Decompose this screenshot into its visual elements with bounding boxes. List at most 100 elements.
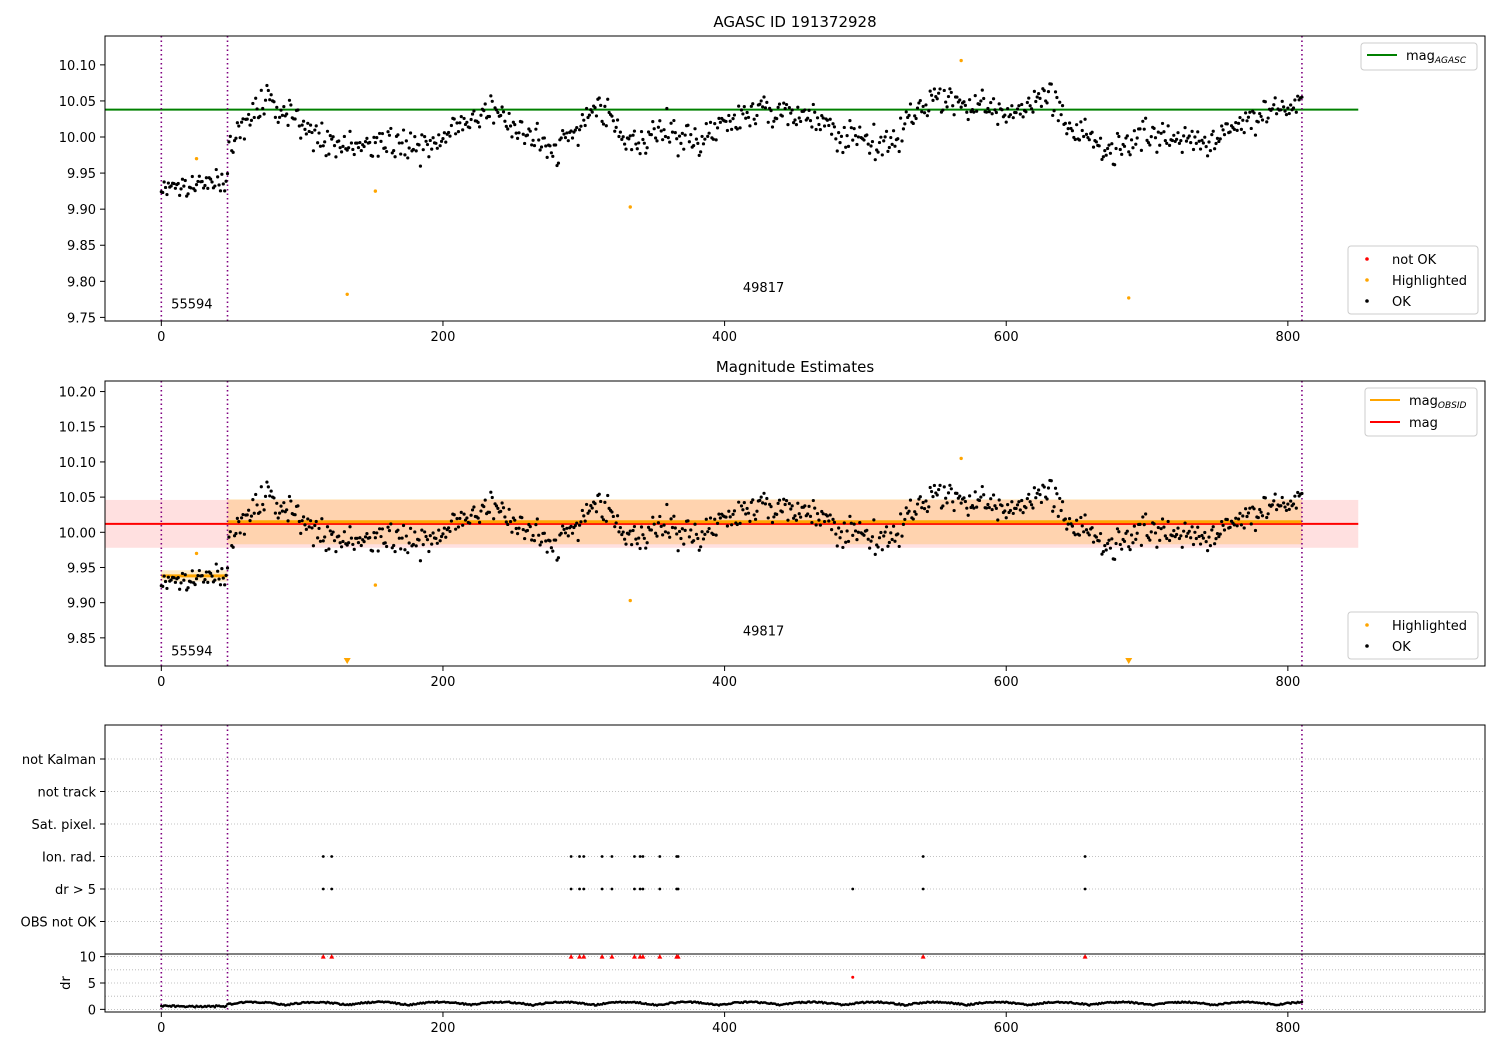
- p2-ok-point-168: [396, 528, 400, 532]
- p1-ok-point-354: [658, 119, 662, 123]
- p2-ok-point-361: [668, 535, 672, 539]
- p1-ok-point-672: [1106, 146, 1110, 151]
- p2-ok-point-193: [431, 531, 435, 535]
- p2-ok-point-627: [1042, 485, 1046, 489]
- p2-ok-point-741: [1203, 530, 1207, 535]
- p2-ok-point-292: [570, 531, 575, 535]
- p1-ok-point-749: [1214, 141, 1218, 146]
- p1-ok-point-95: [293, 117, 297, 121]
- p2-ok-point-355: [659, 524, 663, 529]
- p1-ok-point-499: [862, 138, 866, 142]
- p1-ok-point-478: [832, 125, 837, 129]
- p2-ok-point-621: [1034, 496, 1038, 500]
- p1-ok-point-757: [1225, 122, 1229, 126]
- p2-ok-point-635: [1053, 486, 1058, 490]
- p2-ok-point-127: [338, 541, 342, 545]
- p1-ok-point-291: [569, 129, 573, 133]
- p1-ok-point-664: [1094, 140, 1098, 144]
- p1-ok-point-397: [718, 120, 722, 124]
- p1-ok-point-618: [1029, 107, 1034, 111]
- p2-ok-point-47: [225, 566, 230, 570]
- p2-ok-point-753: [1220, 519, 1224, 524]
- p2-ok-point-482: [838, 536, 842, 540]
- p4-grid: [105, 956, 1485, 1010]
- p1-ok-point-134: [348, 129, 352, 133]
- p1-ok-point-746: [1210, 133, 1214, 137]
- p1-ok-point-171: [400, 141, 404, 145]
- p2-ok-point-747: [1211, 525, 1215, 529]
- p1-ok-point-289: [566, 139, 570, 143]
- p2-ok-point-779: [1256, 515, 1260, 520]
- p1-ok-point-714: [1165, 141, 1169, 145]
- p2-ok-point-313: [600, 515, 604, 519]
- p2-ok-point-418: [748, 519, 752, 523]
- p1-ok-point-467: [817, 122, 821, 127]
- p1-ok-point-343: [642, 141, 646, 145]
- p1-ok-point-538: [917, 101, 921, 105]
- p2-ok-point-129: [341, 539, 345, 544]
- p1-ok-point-534: [911, 121, 915, 126]
- p1-ok-point-597: [1000, 108, 1004, 112]
- p1-ok-point-251: [513, 122, 517, 127]
- p3-ytick-label-3: Ion. rad.: [42, 851, 96, 866]
- p1-ok-point-802: [1289, 103, 1293, 107]
- p1-ok-point-574: [968, 98, 972, 102]
- p2-ok-point-661: [1090, 526, 1094, 530]
- p3-flag-point-1-2: [569, 887, 573, 891]
- p2-ok-point-516: [886, 544, 890, 548]
- p2-ok-point-126: [337, 534, 341, 538]
- p1-ok-point-563: [952, 113, 956, 117]
- p1-ok-point-32: [204, 176, 208, 180]
- p2-ok-point-312: [599, 499, 603, 504]
- p2-xtick-label-4: 800: [1275, 675, 1300, 690]
- p2-ok-point-348: [649, 528, 653, 532]
- p2-ok-point-295: [575, 521, 579, 525]
- p2-points: [159, 456, 1304, 664]
- p1-ok-point-309: [594, 114, 599, 118]
- p1-ok-point-268: [537, 138, 541, 142]
- p2-ok-point-590: [990, 507, 994, 512]
- p2-ok-point-225: [476, 516, 480, 520]
- p1-ok-point-304: [587, 113, 592, 117]
- p1-ok-point-193: [431, 136, 435, 140]
- p1-ok-point-321: [611, 119, 615, 123]
- p1-ok-point-235: [490, 99, 494, 103]
- p1-ok-point-545: [927, 109, 931, 113]
- p1-ok-point-727: [1183, 126, 1187, 130]
- p2-ok-point-470: [821, 512, 825, 516]
- p1-axes: 0 200 400 600 8009.759.809.859.909.9510.0010…: [59, 59, 1300, 345]
- p2-ok-point-371: [682, 542, 686, 546]
- p2-ok-point-116: [323, 535, 327, 539]
- p1-ok-point-579: [975, 109, 979, 113]
- p1-ok-point-518: [889, 135, 893, 140]
- p1-ok-point-624: [1038, 96, 1042, 101]
- p1-ok-point-325: [617, 134, 621, 139]
- p1-ok-point-137: [352, 152, 356, 157]
- p1-ok-point-118: [325, 129, 330, 133]
- p1-ok-point-620: [1032, 89, 1036, 93]
- p2-ok-point-354: [658, 514, 662, 519]
- p2-ok-point-463: [811, 498, 815, 503]
- p1-ok-point-781: [1259, 114, 1263, 119]
- p2-ok-point-807: [1296, 490, 1300, 495]
- p1-ok-point-376: [689, 133, 693, 137]
- p1-ok-point-31: [203, 183, 207, 188]
- p1-ok-point-267: [535, 121, 539, 125]
- p1-legend-point-label-1: Highlighted: [1392, 274, 1467, 289]
- p2-ok-point-247: [507, 507, 511, 511]
- p2-ok-point-44: [221, 576, 225, 580]
- p2-obsid-labels: 55594 49817: [171, 625, 784, 660]
- p1-legend-point-label-0: not OK: [1392, 253, 1437, 268]
- p2-ok-point-344: [644, 546, 648, 550]
- p2-ok-point-444: [784, 499, 789, 503]
- p1-ok-point-551: [935, 97, 939, 101]
- p1-ok-point-187: [423, 135, 427, 139]
- p1-ok-point-51: [231, 150, 235, 154]
- p1-ok-point-453: [797, 116, 801, 120]
- p1-ok-point-474: [827, 123, 831, 128]
- p1-ok-point-650: [1075, 123, 1079, 127]
- p1-ok-point-378: [692, 143, 696, 148]
- p2-ok-point-551: [935, 493, 939, 497]
- p2-ok-point-230: [483, 498, 487, 502]
- p1-ok-point-132: [345, 148, 349, 152]
